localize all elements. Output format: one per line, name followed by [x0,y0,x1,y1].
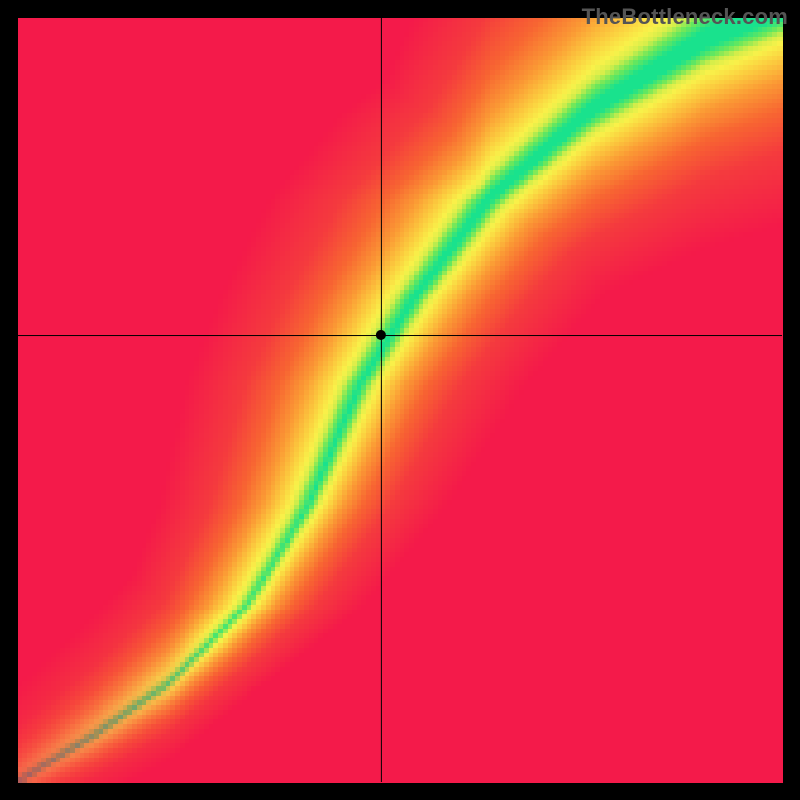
bottleneck-heatmap [0,0,800,800]
chart-container: { "watermark": { "text": "TheBottleneck.… [0,0,800,800]
watermark-text: TheBottleneck.com [582,4,788,30]
